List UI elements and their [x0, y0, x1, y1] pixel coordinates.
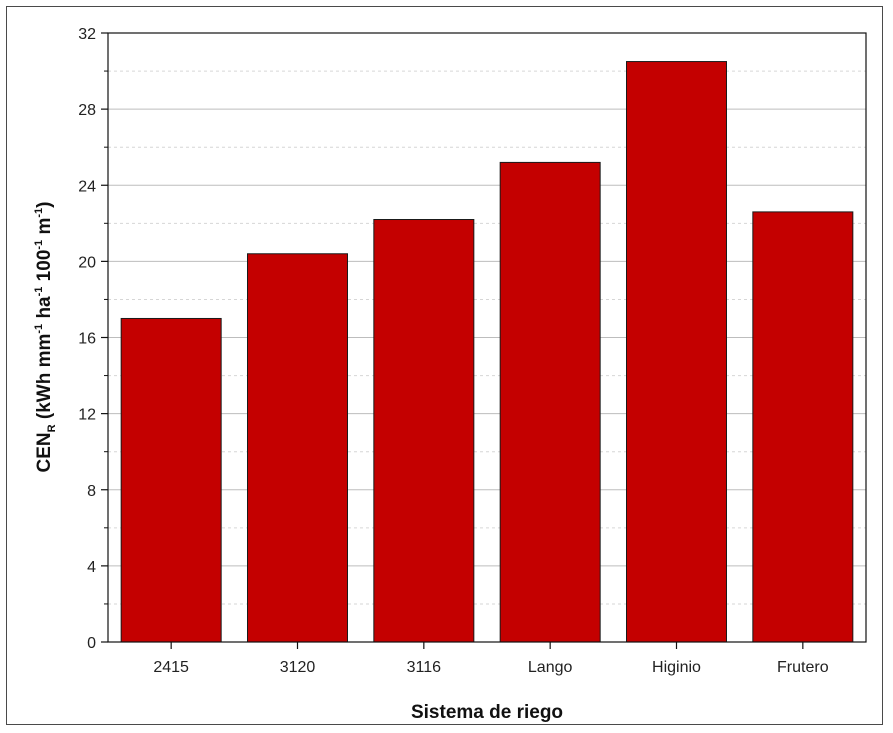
y-axis-title-base-sub: R: [46, 424, 58, 432]
y-tick-label: 32: [78, 26, 96, 43]
x-ticks: 2415 3120 3116 Lango Higinio Frutero: [153, 642, 829, 676]
bar-frutero: [752, 211, 854, 643]
y-tick-label: 28: [78, 102, 96, 119]
x-axis-title: Sistema de riego: [411, 702, 563, 723]
y-axis-title-unit-open: (kWh mm: [34, 334, 55, 425]
x-tick-label: 2415: [153, 659, 189, 676]
y-axis-title: CENR (kWh mm-1 ha-1 100-1 m-1): [33, 202, 58, 473]
y-axis-title-base: CEN: [34, 432, 55, 472]
y-axis-title-exp4: -1: [33, 208, 45, 218]
y-axis-title-exp2: -1: [33, 287, 45, 297]
y-tick-label: 8: [87, 483, 96, 500]
bar-3116: [373, 219, 475, 643]
bar-lango: [499, 161, 601, 643]
y-tick-label: 20: [78, 254, 96, 271]
y-tick-label: 16: [78, 331, 96, 348]
x-tick-label: 3116: [407, 659, 442, 676]
x-tick-label: 3120: [280, 659, 316, 676]
y-axis-title-exp3: -1: [33, 240, 45, 250]
bar-3120: [247, 253, 348, 643]
gridlines: [108, 70, 866, 605]
y-tick-label: 24: [78, 178, 96, 195]
x-tick-label: Frutero: [777, 659, 829, 676]
y-axis-title-part3: 100: [34, 250, 55, 287]
x-tick-label: Higinio: [652, 659, 701, 676]
bars: [120, 61, 854, 643]
bar-2415: [120, 317, 222, 643]
y-axis-title-part4: m: [34, 218, 55, 240]
y-ticks: 0 4 8 12 16 20 24 28 32: [78, 26, 108, 652]
y-tick-label: 12: [78, 407, 96, 424]
bar-higinio: [626, 61, 727, 643]
y-tick-label: 0: [87, 635, 96, 652]
x-tick-label: Lango: [528, 659, 573, 676]
y-axis-title-close: ): [34, 202, 55, 208]
y-axis-title-exp1: -1: [33, 324, 45, 334]
y-tick-label: 4: [87, 559, 96, 576]
y-axis-title-part2: ha: [34, 296, 55, 324]
